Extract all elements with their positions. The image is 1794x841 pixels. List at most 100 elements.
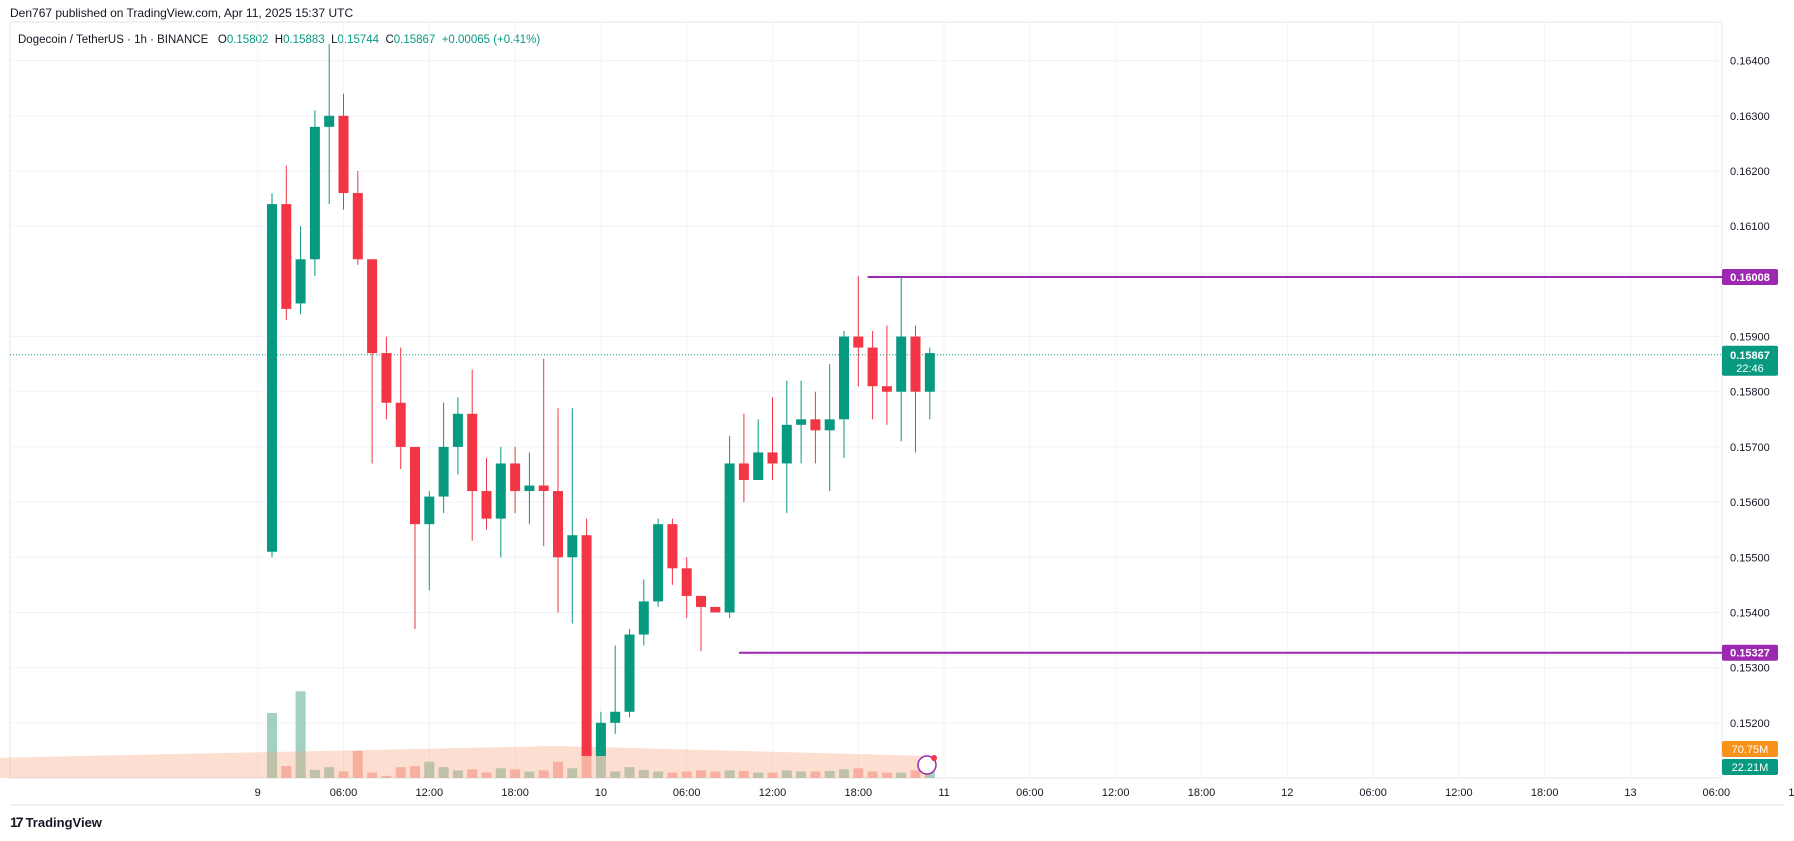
candle-body (553, 491, 563, 558)
level-price-label: 0.15327 (1730, 648, 1770, 660)
candle-body (767, 452, 778, 464)
realtime-dot-icon (931, 755, 937, 761)
candle-body (881, 386, 892, 392)
candle-body (924, 353, 935, 392)
candle-body (281, 204, 292, 309)
volume-bar (781, 770, 792, 778)
volume-bar (681, 771, 692, 778)
low-label: L (331, 34, 338, 46)
candle-body (395, 402, 406, 447)
candle-body (481, 491, 492, 519)
last-price-label: 0.15867 (1730, 350, 1770, 362)
candle-body (781, 424, 792, 464)
volume-ma-label: 70.75M (1732, 744, 1769, 756)
candle-body (381, 353, 392, 403)
volume-bar (452, 770, 463, 778)
candle-body (910, 336, 921, 392)
x-tick-label: 12:00 (759, 787, 787, 799)
volume-label: 22.21M (1732, 762, 1769, 774)
candle-body (510, 463, 521, 492)
candle-body (853, 336, 864, 348)
volume-bar (538, 770, 549, 778)
volume-bar (553, 761, 563, 778)
candle-body (653, 524, 664, 602)
volume-bar (853, 768, 864, 778)
volume-bar (767, 772, 778, 778)
x-tick-label: 18:00 (1188, 787, 1216, 799)
x-tick-label: 06:00 (1016, 787, 1044, 799)
plot-frame (9, 21, 1723, 779)
candle-body (810, 419, 821, 431)
volume-bar (309, 769, 320, 778)
symbol-name[interactable]: Dogecoin / TetherUS · 1h · BINANCE (18, 34, 209, 46)
candle-body (710, 606, 721, 613)
x-tick-label: 13 (1624, 787, 1636, 799)
level-price-tag (1722, 268, 1778, 285)
candle-body (667, 524, 678, 569)
candle-body (567, 535, 578, 558)
volume-bar (796, 771, 807, 778)
publish-info: Den767 published on TradingView.com, Apr… (10, 6, 354, 20)
volume-bar (424, 761, 435, 778)
candle-body (681, 568, 692, 596)
volume-bar (710, 771, 721, 778)
volume-bar (581, 750, 592, 778)
volume-ma-area (0, 746, 930, 778)
x-tick-label: 9 (255, 787, 261, 799)
volume-bar (481, 772, 492, 778)
volume-bar (410, 766, 420, 778)
tradingview-logo-icon: 17 (10, 814, 24, 830)
y-tick-label: 0.15500 (1730, 552, 1770, 564)
x-tick-label: 06:00 (1703, 787, 1731, 799)
candle-body (309, 126, 320, 260)
candle-body (595, 722, 606, 756)
volume-bar (824, 770, 835, 778)
y-tick-label: 0.15900 (1730, 332, 1770, 344)
candle-body (738, 463, 749, 481)
tradingview-logo[interactable]: 17 TradingView (10, 814, 102, 830)
volume-bar (810, 771, 821, 778)
volume-bar (738, 770, 749, 778)
level-price-tag (1722, 644, 1778, 661)
candle-body (896, 336, 907, 392)
high-value: 0.15883 (283, 34, 325, 46)
candle-body (753, 452, 764, 481)
volume-bar (281, 766, 292, 778)
volume-bar (267, 713, 277, 778)
volume-bar (638, 769, 649, 778)
volume-bar (910, 770, 921, 778)
close-value: 0.15867 (393, 34, 436, 46)
volume-ma-tag (1722, 741, 1778, 757)
volume-bar (352, 750, 363, 778)
last-price-tag (1722, 345, 1778, 376)
volume-bar (395, 767, 406, 778)
volume-bar (881, 772, 892, 778)
realtime-indicator-icon (917, 755, 937, 775)
y-tick-label: 0.15300 (1730, 663, 1770, 675)
close-label: C (385, 34, 394, 46)
candle-body (267, 204, 277, 552)
x-tick-label: 12:00 (416, 787, 444, 799)
x-tick-label: 12:00 (1788, 787, 1794, 799)
candle-body (581, 535, 592, 756)
y-tick-label: 0.15400 (1730, 607, 1770, 619)
x-tick-label: 18:00 (845, 787, 873, 799)
volume-bar (667, 772, 678, 778)
volume-bar (610, 771, 621, 778)
volume-bar (338, 771, 349, 778)
y-tick-label: 0.15200 (1730, 718, 1770, 730)
volume-bar (438, 767, 449, 778)
x-tick-label: 06:00 (673, 787, 701, 799)
candle-body (495, 463, 506, 519)
y-tick-label: 0.15700 (1730, 442, 1770, 454)
x-tick-label: 12 (1281, 787, 1293, 799)
volume-bar (567, 768, 578, 778)
candle-body (796, 419, 807, 425)
candle-body (638, 601, 649, 635)
volume-bar (867, 771, 878, 778)
volume-bar (381, 775, 392, 778)
y-tick-label: 0.16300 (1730, 111, 1770, 123)
countdown-label: 22:46 (1736, 363, 1764, 375)
candle-body (839, 336, 849, 420)
